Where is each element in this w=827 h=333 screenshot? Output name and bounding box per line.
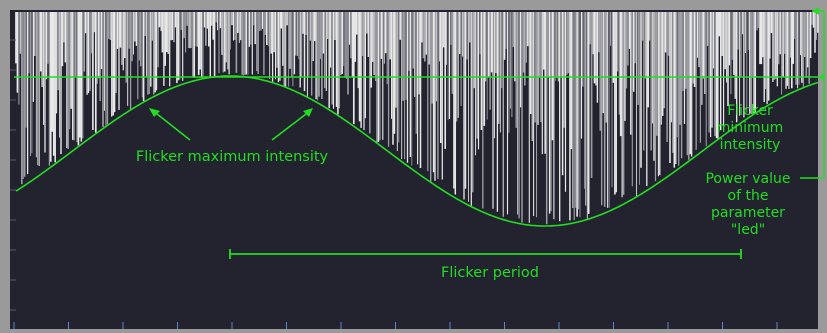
max-intensity-arrow-right [271, 110, 311, 141]
period-label: Flicker period [441, 265, 539, 281]
min-intensity-label-1: Flicker [727, 103, 773, 119]
axis-ticks [10, 39, 778, 329]
power-value-label-3: parameter [711, 205, 785, 221]
sine-envelope [15, 75, 819, 227]
max-intensity-label: Flicker maximum intensity [136, 149, 329, 165]
min-intensity-label-3: intensity [720, 137, 781, 153]
power-value-label-4: "led" [731, 222, 765, 238]
power-value-label-2: of the [728, 188, 769, 204]
max-intensity-arrow-right-head [303, 108, 313, 117]
max-intensity-arrow-left-head [149, 108, 160, 117]
min-line-arrowhead [818, 74, 823, 80]
right-bracket-top-arrow [812, 7, 819, 15]
max-intensity-arrow-left [151, 109, 191, 141]
power-value-label-1: Power value [705, 171, 790, 187]
min-intensity-label-2: minimum [717, 120, 783, 136]
flicker-bars [15, 12, 819, 225]
